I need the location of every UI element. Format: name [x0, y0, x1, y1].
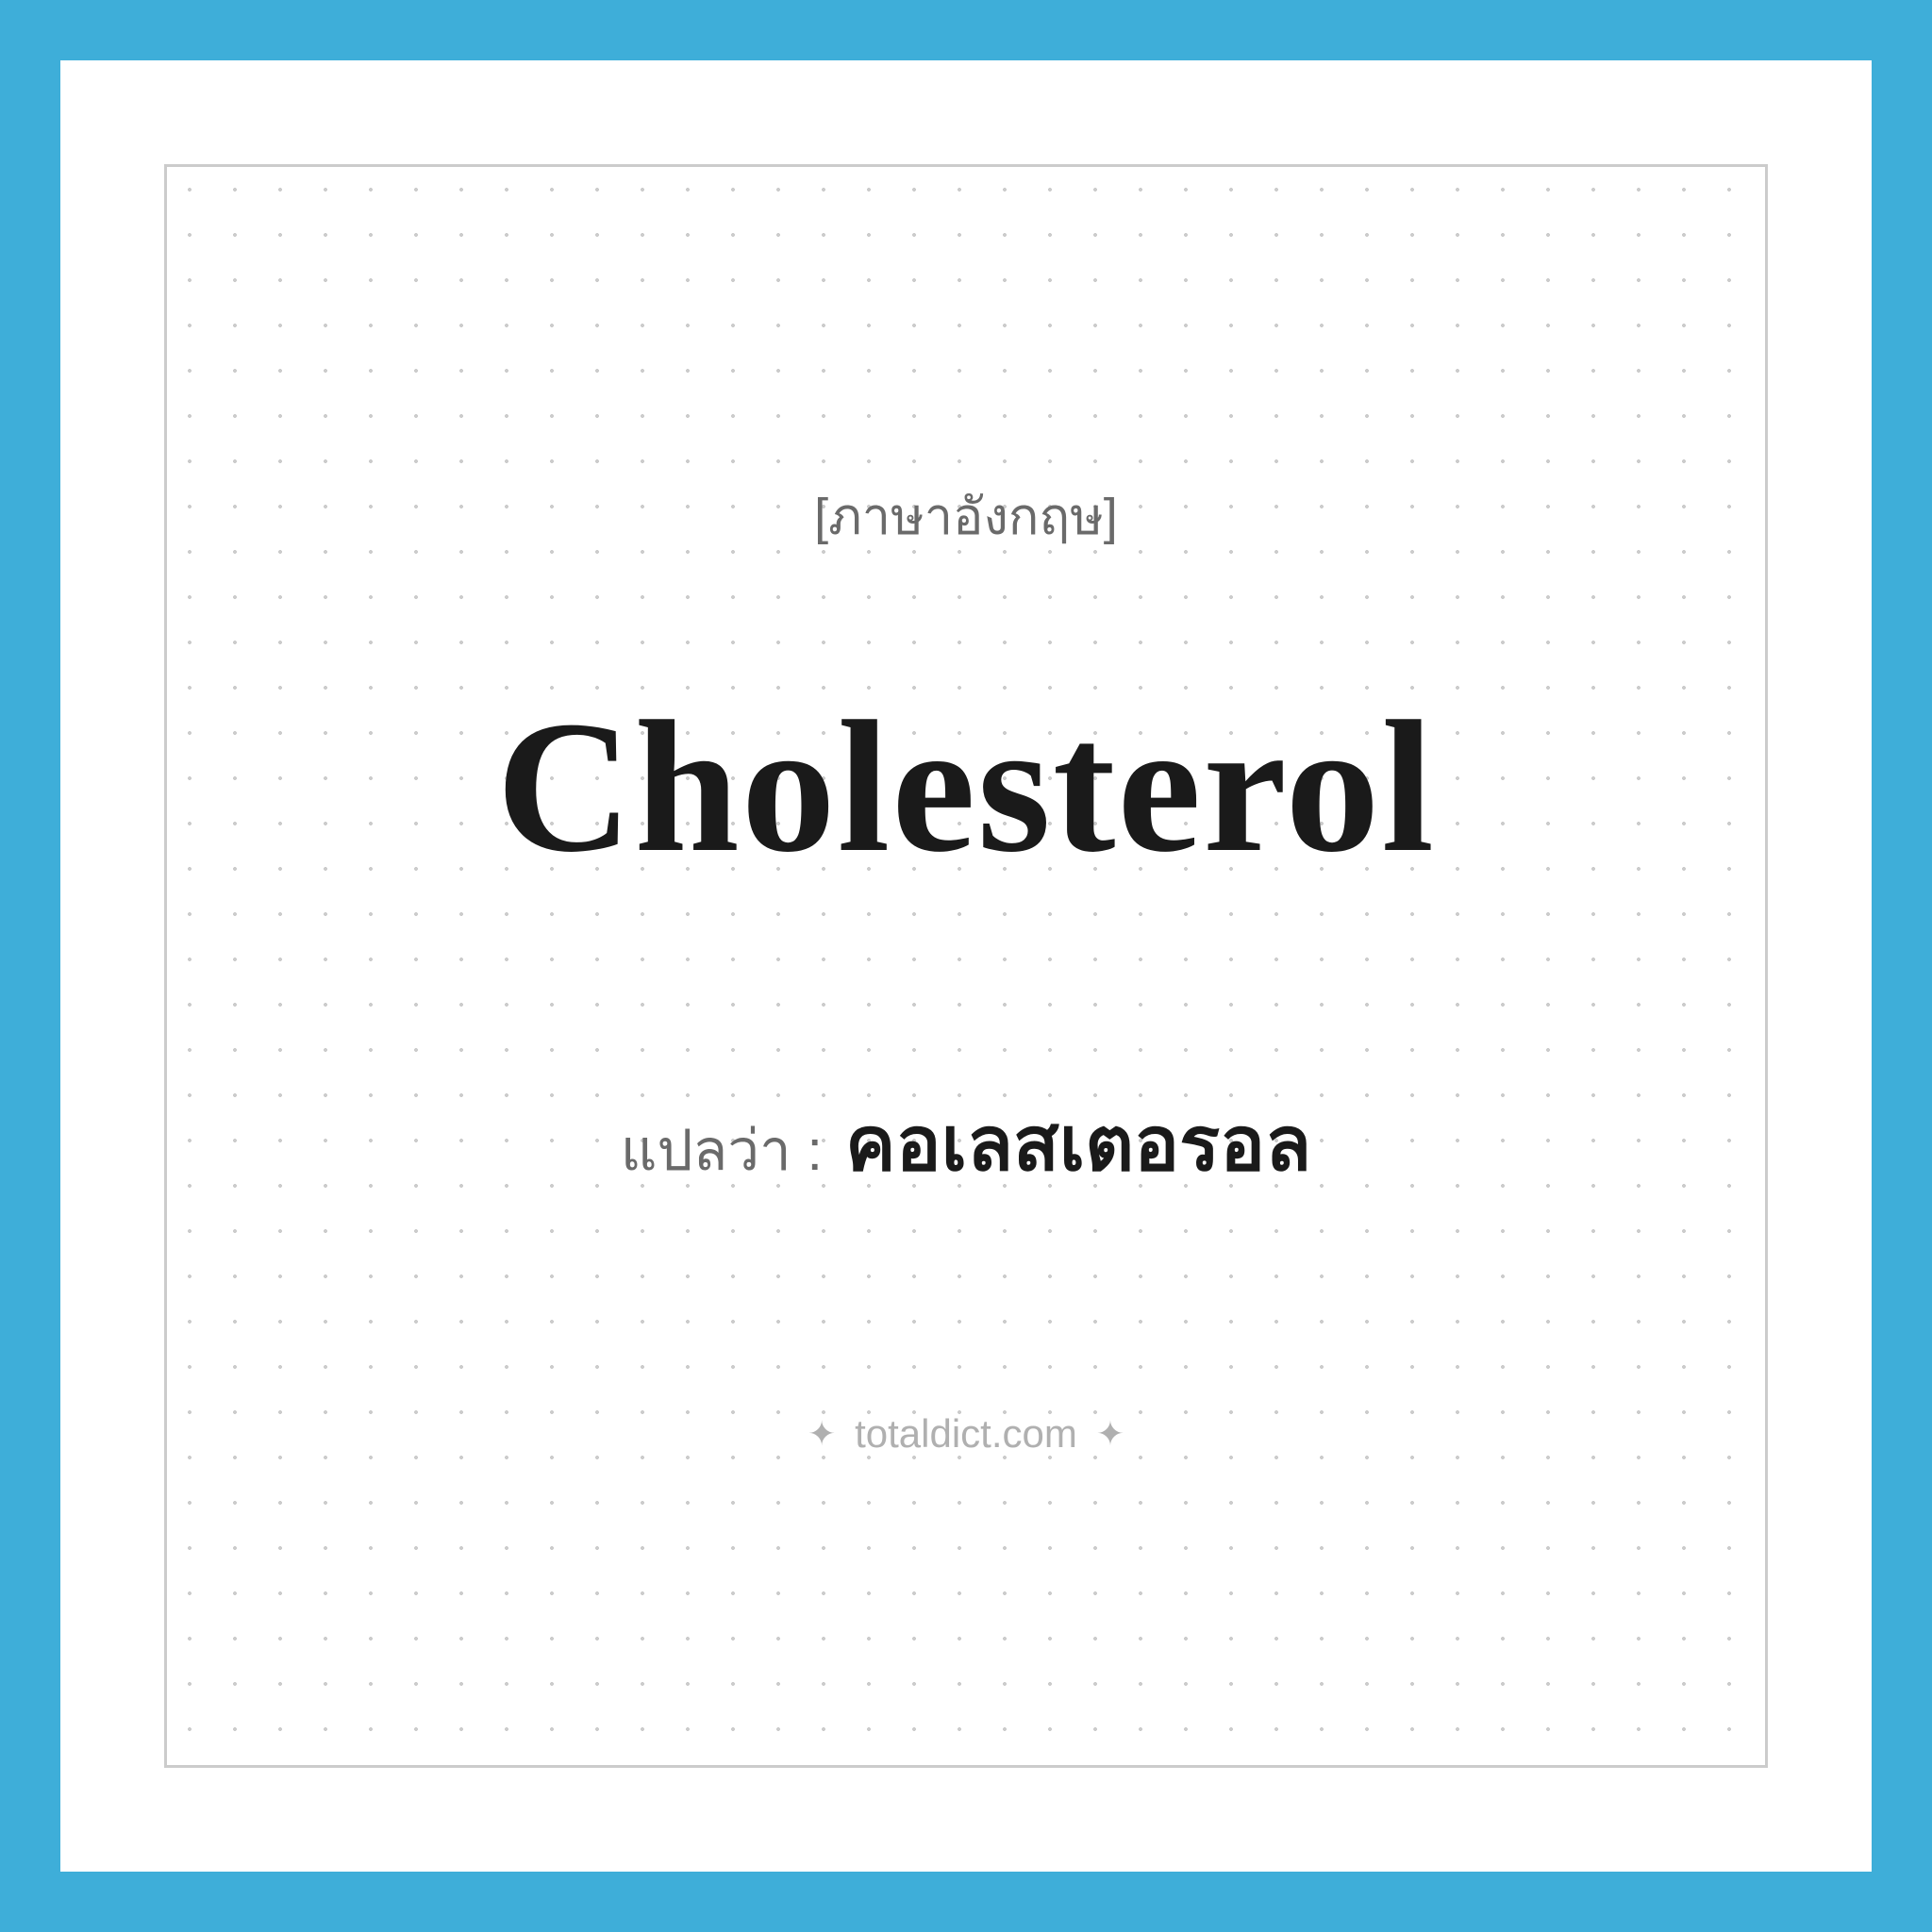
sparkle-icon: ✦	[1096, 1414, 1124, 1454]
main-word: Cholesterol	[496, 679, 1436, 895]
outer-frame: [ภาษาอังกฤษ] Cholesterol แปลว่า : คอเลสเ…	[60, 60, 1872, 1872]
brand-text: totaldict.com	[855, 1411, 1077, 1457]
translation-text: คอเลสเตอรอล	[845, 1084, 1311, 1204]
translation-label: แปลว่า :	[621, 1106, 823, 1195]
sparkle-icon: ✦	[808, 1414, 836, 1454]
vocabulary-card: [ภาษาอังกฤษ] Cholesterol แปลว่า : คอเลสเ…	[164, 164, 1768, 1768]
language-label: [ภาษาอังกฤษ]	[814, 475, 1118, 557]
translation-line: แปลว่า : คอเลสเตอรอล	[621, 1084, 1311, 1204]
brand-line: ✦ totaldict.com ✦	[808, 1411, 1124, 1457]
